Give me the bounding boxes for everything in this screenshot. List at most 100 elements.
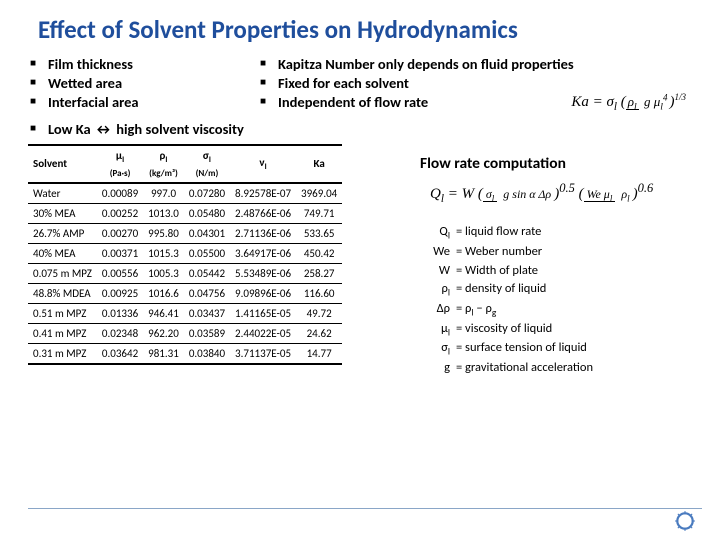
legend-row: σl= surface tension of liquid <box>420 339 702 359</box>
legend-def: = gravitational acceleration <box>456 359 593 378</box>
eq2-frac2: We μl ρl <box>584 187 633 203</box>
bullet-fixed: Fixed for each solvent <box>260 74 690 93</box>
eq2-lhs: Q <box>430 186 441 202</box>
legend: Ql= liquid flow rateWe= Weber numberW= W… <box>420 223 702 377</box>
legend-row: g= gravitational acceleration <box>420 359 702 378</box>
flow-equation: Ql = W ( σl g sin α Δρ )0.5 ( We μl ρl )… <box>430 181 702 205</box>
table-cell: 1005.3 <box>143 263 184 283</box>
table-cell: 5.53489E-06 <box>230 263 296 283</box>
table-row: Water0.00089997.00.072808.92578E-073969.… <box>28 183 342 204</box>
table-row: 30% MEA0.002521013.00.054802.48766E-0674… <box>28 203 342 223</box>
eq-frac: ρl g μl4 <box>626 93 670 113</box>
table-body: Water0.00089997.00.072808.92578E-073969.… <box>28 183 342 364</box>
legend-symbol: ρl <box>420 280 456 300</box>
eq2-eq: = W <box>444 186 474 202</box>
table-cell: 1015.3 <box>143 243 184 263</box>
table-cell: 9.09896E-06 <box>230 283 296 303</box>
flow-rate-col: Flow rate computation Ql = W ( σl g sin … <box>406 144 702 377</box>
table-cell: 0.00252 <box>97 203 143 223</box>
bullet-low-ka: Low Ka ↔ high solvent viscosity <box>30 120 690 139</box>
eq2-p2: 0.6 <box>638 181 654 195</box>
legend-symbol: Δρ <box>420 300 456 320</box>
legend-symbol: Ql <box>420 223 456 243</box>
solvent-table: Solvent μl(Pa·s) ρl(kg/m³) σl(N/m) νl Ka… <box>28 144 342 364</box>
th-mu: μl(Pa·s) <box>97 145 143 182</box>
table-cell: 14.77 <box>296 343 342 364</box>
table-cell: 0.00270 <box>97 223 143 243</box>
legend-symbol: μl <box>420 320 456 340</box>
eq-densub: l <box>660 102 663 113</box>
table-cell: 0.00371 <box>97 243 143 263</box>
table-cell: 946.41 <box>143 303 184 323</box>
table-cell: 1016.6 <box>143 283 184 303</box>
table-cell: 997.0 <box>143 183 184 204</box>
table-cell: 0.41 m MPZ <box>28 323 97 343</box>
table-cell: 3.71137E-05 <box>230 343 296 364</box>
table-cell: 0.07280 <box>184 183 230 204</box>
table-cell: Water <box>28 183 97 204</box>
table-cell: 0.00925 <box>97 283 143 303</box>
eq-den: g μ <box>644 94 660 109</box>
footer-rule <box>28 508 702 536</box>
eq2-p1: 0.5 <box>559 181 575 195</box>
table-cell: 0.04756 <box>184 283 230 303</box>
page-title: Effect of Solvent Properties on Hydrodyn… <box>0 0 720 51</box>
main-row: Solvent μl(Pa·s) ρl(kg/m³) σl(N/m) νl Ka… <box>0 142 720 377</box>
table-row: 26.7% AMP0.00270995.800.043012.71136E-06… <box>28 223 342 243</box>
left-bullets: Film thickness Wetted area Interfacial a… <box>30 55 260 112</box>
legend-def: = ρl − ρg <box>456 300 496 320</box>
legend-def: = viscosity of liquid <box>456 320 552 340</box>
eq2-n1s: l <box>492 193 495 203</box>
table-cell: 49.72 <box>296 303 342 323</box>
ka-label: Ka <box>571 94 589 110</box>
table-row: 0.41 m MPZ0.02348962.200.035892.44022E-0… <box>28 323 342 343</box>
th-rho: ρl(kg/m³) <box>143 145 184 182</box>
eq-denexp: 4 <box>663 93 668 103</box>
table-row: 48.8% MDEA0.009251016.60.047569.09896E-0… <box>28 283 342 303</box>
table-cell: 0.51 m MPZ <box>28 303 97 323</box>
table-cell: 533.65 <box>296 223 342 243</box>
netl-logo-icon <box>674 510 696 532</box>
legend-def: = density of liquid <box>456 280 546 300</box>
eq-numsub: l <box>634 102 637 113</box>
table-cell: 450.42 <box>296 243 342 263</box>
legend-symbol: We <box>420 243 456 262</box>
flow-heading: Flow rate computation <box>420 154 702 173</box>
legend-row: μl= viscosity of liquid <box>420 320 702 340</box>
table-cell: 0.03589 <box>184 323 230 343</box>
table-row: 40% MEA0.003711015.30.055003.64917E-0645… <box>28 243 342 263</box>
bullet-film-thickness: Film thickness <box>30 55 260 74</box>
table-cell: 116.60 <box>296 283 342 303</box>
bullet-wetted-area: Wetted area <box>30 74 260 93</box>
table-cell: 1013.0 <box>143 203 184 223</box>
table-cell: 48.8% MDEA <box>28 283 97 303</box>
solvent-table-wrap: Solvent μl(Pa·s) ρl(kg/m³) σl(N/m) νl Ka… <box>28 144 406 377</box>
table-cell: 0.075 m MPZ <box>28 263 97 283</box>
legend-row: W= Width of plate <box>420 262 702 281</box>
legend-def: = Weber number <box>456 243 542 262</box>
table-cell: 0.04301 <box>184 223 230 243</box>
table-cell: 2.44022E-05 <box>230 323 296 343</box>
eq2-d1: g sin α Δρ <box>500 187 554 201</box>
left-bullets-col: Film thickness Wetted area Interfacial a… <box>30 55 260 112</box>
eq-exp: 1/3 <box>674 92 686 102</box>
table-cell: 962.20 <box>143 323 184 343</box>
th-sigma: σl(N/m) <box>184 145 230 182</box>
low-ka-row: Low Ka ↔ high solvent viscosity <box>0 112 720 143</box>
eq2-n2: We μ <box>587 187 610 201</box>
kapitza-equation: Ka = σl ( ρl g μl4 )1/3 <box>571 92 686 113</box>
table-cell: 995.80 <box>143 223 184 243</box>
table-cell: 0.05442 <box>184 263 230 283</box>
bullet-interfacial-area: Interfacial area <box>30 93 260 112</box>
legend-def: = liquid flow rate <box>456 223 541 243</box>
legend-row: We= Weber number <box>420 243 702 262</box>
table-cell: 0.05480 <box>184 203 230 223</box>
table-cell: 8.92578E-07 <box>230 183 296 204</box>
table-row: 0.51 m MPZ0.01336946.410.034371.41165E-0… <box>28 303 342 323</box>
eq2-n2s: l <box>610 193 613 203</box>
table-cell: 0.31 m MPZ <box>28 343 97 364</box>
table-cell: 3969.04 <box>296 183 342 204</box>
eq-sigma: σ <box>606 94 613 110</box>
table-cell: 24.62 <box>296 323 342 343</box>
table-cell: 981.31 <box>143 343 184 364</box>
